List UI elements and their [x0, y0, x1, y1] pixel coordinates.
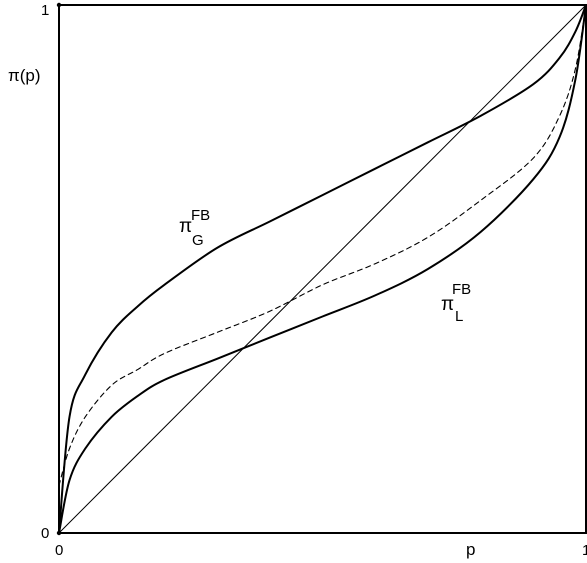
series-layer: [58, 4, 587, 534]
pi-g-label-superscript: FB: [191, 207, 210, 224]
series-line-pi-G: [58, 4, 587, 534]
y-max-tick-marker: [56, 2, 62, 8]
y-tick-label-min: 0: [41, 525, 49, 542]
pi-g-label-base: π: [179, 216, 192, 237]
series-line-dashed: [58, 4, 587, 487]
x-tick-label-min: 0: [55, 542, 63, 559]
y-tick-label-max: 1: [41, 2, 49, 19]
series-line-pi-L: [58, 4, 587, 534]
plot-frame: [58, 4, 587, 534]
pi-l-curve-label: π FB L: [441, 281, 471, 325]
pi-l-label-base: π: [441, 294, 454, 315]
pi-g-curve-label: π FB G: [179, 207, 210, 249]
series-line-diagonal: [58, 4, 587, 534]
y-axis-title: π(p): [8, 66, 41, 85]
pi-l-label-superscript: FB: [452, 281, 471, 298]
x-tick-label-max: 1: [582, 542, 587, 559]
pi-g-label-subscript: G: [192, 232, 204, 249]
x-axis-title: p: [466, 540, 475, 559]
pi-l-label-subscript: L: [455, 308, 463, 325]
